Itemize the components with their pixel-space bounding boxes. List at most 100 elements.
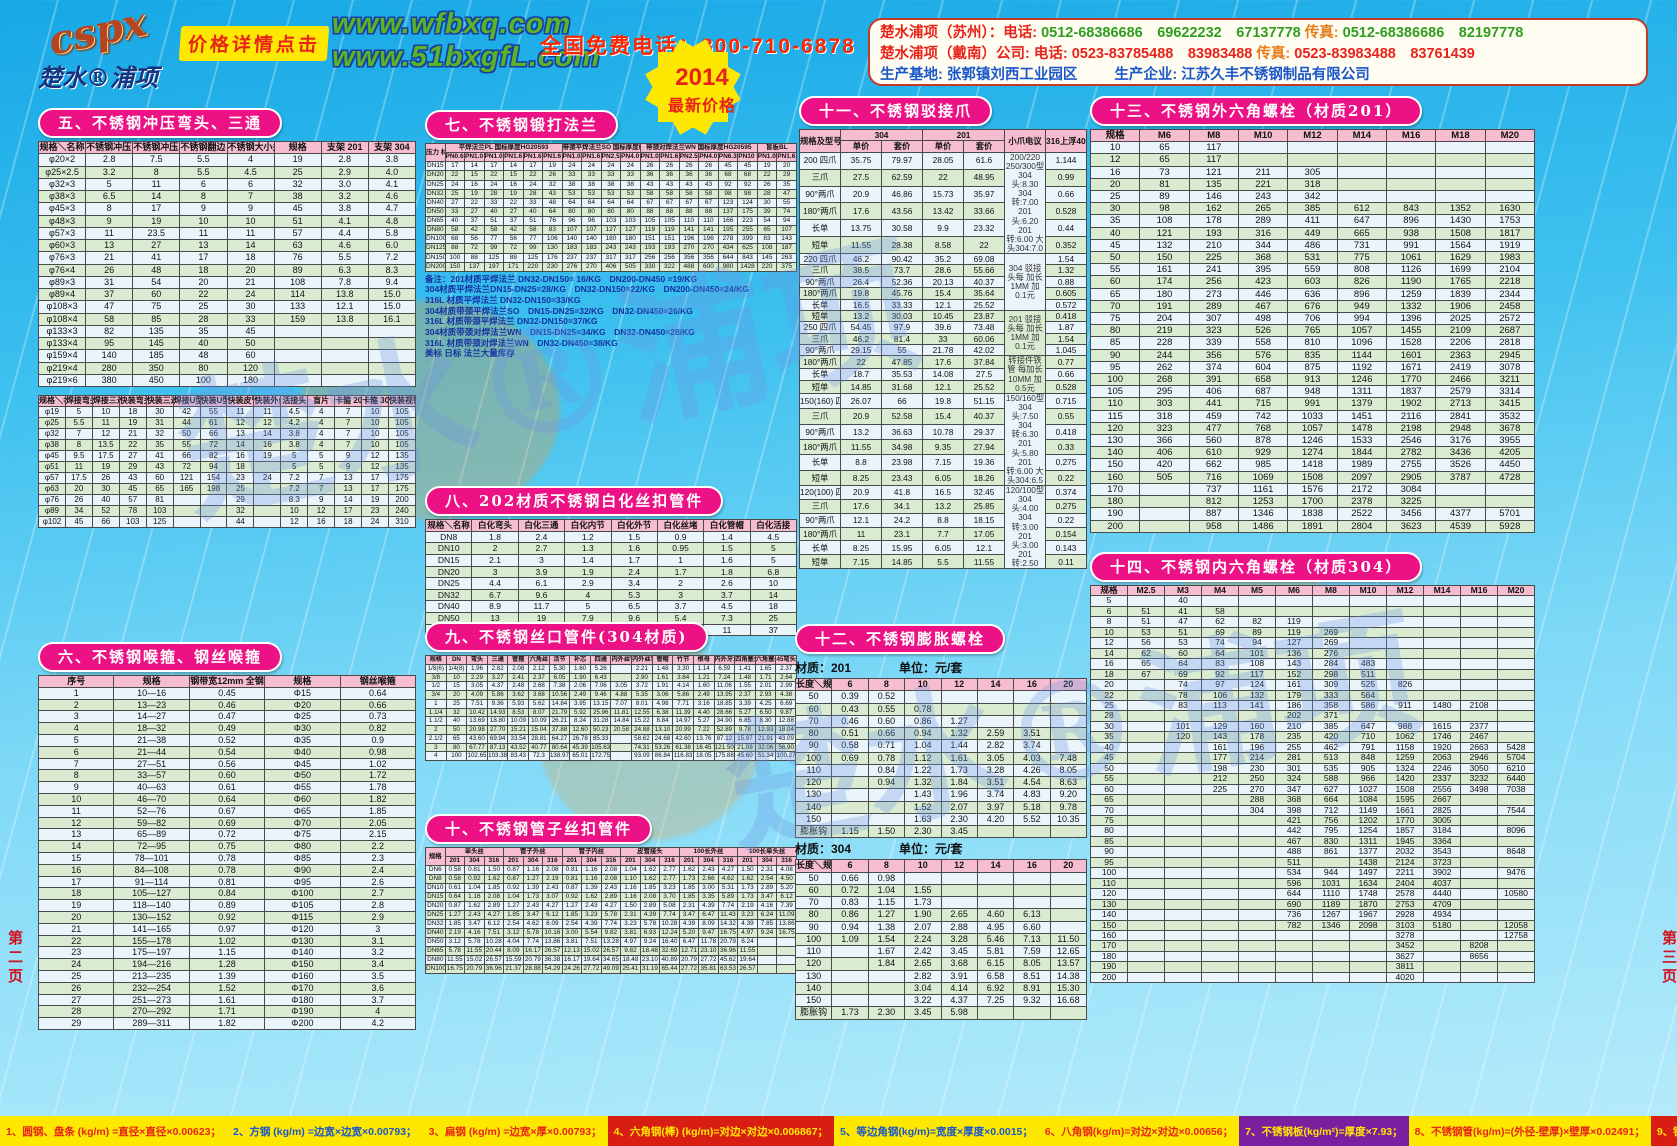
header-cell: 100长外丝 <box>678 847 739 857</box>
data-cell: 46.2 <box>840 332 882 345</box>
data-cell: 1839 <box>1435 287 1486 301</box>
data-cell: 3.72 <box>631 681 653 691</box>
data-cell: 0.64 <box>444 892 466 902</box>
data-cell: 1.82 <box>339 792 417 806</box>
section-12-expansion-bolts: 十二、不锈钢膨胀螺栓 材质：201 单位：元/套 长度＼规格6810121416… <box>794 624 1088 1020</box>
data-cell: 905 <box>1349 762 1387 775</box>
data-cell: 11.39 <box>672 707 694 718</box>
data-cell: 3.05 <box>466 681 488 691</box>
header-cell: 长度＼规格 <box>794 859 833 873</box>
data-cell: 1508 <box>1386 783 1424 796</box>
data-cell: 80 <box>445 742 468 753</box>
table-row: φ219×6 380 450 100 180 <box>37 373 417 388</box>
data-cell: 94 <box>776 215 797 227</box>
data-cell: 10.09 <box>507 716 530 726</box>
data-cell: 51 <box>1127 616 1165 628</box>
data-cell <box>1049 883 1088 898</box>
data-cell: 3.70 <box>659 892 680 902</box>
data-cell: 18 <box>179 263 228 277</box>
data-cell: 24.26 <box>561 964 583 974</box>
data-cell: DN100 <box>425 964 446 974</box>
data-cell: 34.98 <box>881 438 923 456</box>
data-cell: 7.8 <box>320 275 369 290</box>
header-cell: 竹节 <box>672 655 694 665</box>
data-cell: 2841 <box>1435 409 1486 423</box>
header-cell: 不锈钢冲压三通 304 <box>132 140 181 155</box>
flange-note-line: 316L 材质带颈平焊法兰 DN32-DN150=37/KG <box>425 316 598 327</box>
data-cell: 107 <box>581 225 602 236</box>
data-cell: 6.12 <box>542 910 563 920</box>
data-cell <box>1497 647 1535 660</box>
table-row: 105 295 406 687 948 1311 1837 2579 3314 <box>1089 385 1536 399</box>
data-cell: 38 <box>273 189 322 204</box>
data-cell: 1.71 <box>188 1005 266 1019</box>
data-cell: 1661 <box>1386 804 1424 816</box>
data-cell: 3.23 <box>620 919 641 929</box>
data-cell: 20.44 <box>483 946 505 956</box>
data-cell: 1031 <box>1312 877 1350 890</box>
data-cell <box>1127 741 1165 754</box>
data-cell <box>904 871 942 885</box>
data-cell: 140 <box>581 234 602 245</box>
data-cell: 6.05 <box>922 469 964 487</box>
data-cell: 270 <box>581 261 602 272</box>
data-cell: 289 <box>1188 299 1239 314</box>
data-cell <box>1460 846 1498 858</box>
data-cell: 4.27 <box>483 910 505 920</box>
data-cell <box>1497 637 1535 649</box>
data-cell: 911 <box>1386 699 1424 712</box>
data-cell: 8.25 <box>840 469 882 487</box>
data-cell: 26 <box>542 170 563 181</box>
data-cell <box>1497 595 1535 607</box>
data-cell: 2.99 <box>775 681 797 691</box>
data-cell <box>1460 637 1498 649</box>
data-cell <box>1497 950 1535 963</box>
data-cell: 98 <box>1139 202 1190 216</box>
data-cell: 25.41 <box>620 964 641 974</box>
data-cell: 423 <box>1237 275 1289 289</box>
data-cell: 155—178 <box>113 934 190 948</box>
data-cell: 40 <box>444 215 466 227</box>
data-cell: 38 <box>561 179 583 190</box>
data-cell: 1.90 <box>904 908 942 922</box>
data-cell <box>1349 940 1387 952</box>
data-cell <box>1164 971 1202 984</box>
data-cell: 80 <box>1089 324 1141 338</box>
data-cell: 9.78 <box>1049 800 1088 814</box>
data-cell: 5928 <box>1484 519 1536 533</box>
data-cell: 385 <box>1312 720 1350 733</box>
data-cell: DN25 <box>424 577 473 590</box>
data-cell: 12 <box>1089 153 1141 167</box>
data-cell: 40 <box>1164 595 1202 607</box>
data-cell: 1430 <box>1435 214 1486 228</box>
data-cell: 7.38 <box>548 681 571 691</box>
data-cell: 36.96 <box>483 964 505 974</box>
data-cell: 1.7 <box>610 553 658 567</box>
data-cell: 16 <box>464 179 485 190</box>
data-cell: 110 <box>678 215 700 227</box>
data-cell <box>1164 752 1202 764</box>
data-cell <box>1201 835 1239 848</box>
data-cell: 13.76 <box>692 733 715 744</box>
data-cell: 180 <box>1090 950 1128 963</box>
price-table: 规格 M2.5 M3 M4 M5 M6 M8 M10 M12 M14 M16 M20 5 40 6 51 41 5… <box>1090 584 1535 984</box>
header-cell: 不锈钢大小头 304 <box>226 140 275 155</box>
data-cell: 9 <box>334 461 363 473</box>
data-cell: 3.68 <box>528 690 550 700</box>
data-cell: 101 <box>1164 720 1202 733</box>
data-cell <box>253 516 282 528</box>
table-row: 27 251—273 1.61 Φ180 3.7 <box>37 993 417 1007</box>
data-cell: 72—95 <box>113 840 190 853</box>
data-cell: 47 <box>85 300 134 314</box>
header-cell: 序号 <box>37 675 115 688</box>
data-cell: 1857 <box>1386 825 1424 837</box>
table-row: DN40 8.9 11.7 5 6.5 3.7 4.5 18 <box>424 600 798 613</box>
data-cell: 40 <box>179 336 228 351</box>
data-cell: 103 <box>600 215 622 227</box>
data-cell: 50.23 <box>589 725 612 735</box>
header-cell: 套价 <box>963 140 1005 153</box>
data-cell: 14.93 <box>486 707 509 718</box>
data-cell: 0.61 <box>188 781 266 794</box>
data-cell: 22 <box>118 439 147 451</box>
data-cell: 878 <box>1237 434 1289 448</box>
